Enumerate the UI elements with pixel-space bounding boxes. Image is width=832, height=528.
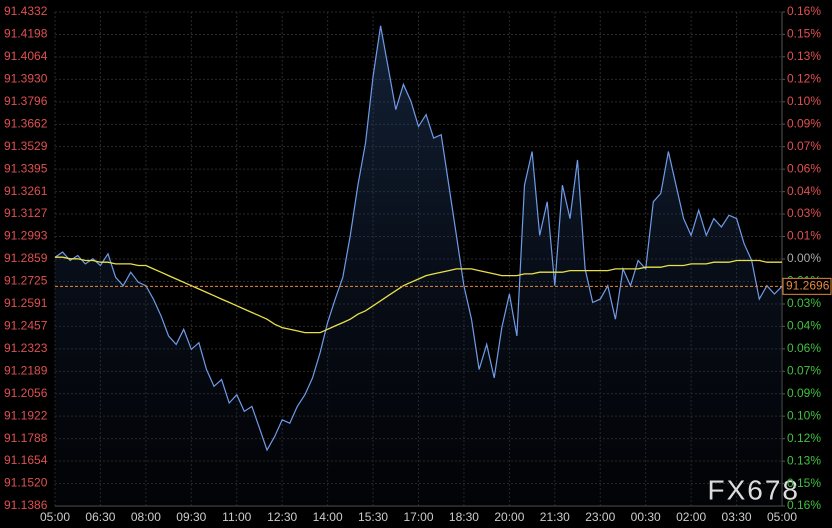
y2-tick-label: 0.15% <box>787 476 821 490</box>
y-tick-label: 91.2591 <box>4 296 48 310</box>
y2-tick-label: 0.06% <box>787 341 821 355</box>
y-tick-label: 91.4064 <box>4 49 48 63</box>
x-tick-label: 05:00 <box>767 510 797 524</box>
y-tick-label: 91.1788 <box>4 431 48 445</box>
y2-tick-label: 0.10% <box>787 94 821 108</box>
y-tick-label: 91.4332 <box>4 4 48 18</box>
y-tick-label: 91.3261 <box>4 184 48 198</box>
x-tick-label: 03:30 <box>722 510 752 524</box>
y-tick-label: 91.4198 <box>4 27 48 41</box>
y-tick-label: 91.3529 <box>4 139 48 153</box>
y2-tick-label: 0.15% <box>787 27 821 41</box>
y2-tick-label: 0.07% <box>787 139 821 153</box>
y2-tick-label: 0.12% <box>787 72 821 86</box>
price-area <box>55 25 782 507</box>
x-tick-label: 18:30 <box>449 510 479 524</box>
x-tick-label: 23:00 <box>585 510 615 524</box>
y2-tick-label: 0.07% <box>787 364 821 378</box>
y-tick-label: 91.2056 <box>4 386 48 400</box>
y-tick-label: 91.3930 <box>4 72 48 86</box>
y2-tick-label: 0.10% <box>787 408 821 422</box>
x-tick-label: 14:00 <box>313 510 343 524</box>
y-tick-label: 91.1922 <box>4 408 48 422</box>
y2-tick-label: 0.04% <box>787 184 821 198</box>
y2-tick-label: 0.03% <box>787 206 821 220</box>
x-tick-label: 06:30 <box>85 510 115 524</box>
x-tick-label: 00:30 <box>631 510 661 524</box>
x-tick-label: 12:30 <box>267 510 297 524</box>
x-tick-label: 02:00 <box>676 510 706 524</box>
watermark: FX678 <box>708 474 801 505</box>
y2-tick-label: 0.13% <box>787 453 821 467</box>
y2-tick-label: 0.00% <box>787 251 821 265</box>
y2-tick-label: 0.09% <box>787 386 821 400</box>
last-price-label: 91.2696 <box>786 279 830 293</box>
y2-tick-label: 0.16% <box>787 498 821 512</box>
y-tick-label: 91.2457 <box>4 319 48 333</box>
y-tick-label: 91.3796 <box>4 94 48 108</box>
y-tick-label: 91.1520 <box>4 476 48 490</box>
y-tick-label: 91.3127 <box>4 206 48 220</box>
y-tick-label: 91.2859 <box>4 251 48 265</box>
x-tick-label: 20:00 <box>494 510 524 524</box>
price-line <box>54 25 783 452</box>
x-tick-label: 15:30 <box>358 510 388 524</box>
x-tick-label: 21:30 <box>540 510 570 524</box>
y-tick-label: 91.2189 <box>4 364 48 378</box>
y2-tick-label: 0.04% <box>787 319 821 333</box>
y2-tick-label: 0.09% <box>787 116 821 130</box>
x-tick-label: 09:30 <box>176 510 206 524</box>
y2-tick-label: 0.01% <box>787 229 821 243</box>
y2-tick-label: 0.13% <box>787 49 821 63</box>
last-price-box <box>782 277 832 295</box>
x-tick-label: 11:00 <box>222 510 251 524</box>
average-line <box>55 256 782 334</box>
y-tick-label: 91.1654 <box>4 453 48 467</box>
y-tick-label: 91.2993 <box>4 229 48 243</box>
x-tick-label: 05:00 <box>40 510 70 524</box>
x-tick-label: 17:00 <box>403 510 433 524</box>
y2-tick-label: 0.06% <box>787 161 821 175</box>
y-tick-label: 91.3662 <box>4 117 48 131</box>
y-tick-label: 91.2323 <box>4 341 48 355</box>
y2-tick-label: 0.03% <box>787 296 821 310</box>
y2-tick-label: 0.12% <box>787 431 821 445</box>
y-tick-label: 91.1386 <box>4 498 48 512</box>
x-tick-label: 08:00 <box>131 510 161 524</box>
y-tick-label: 91.3395 <box>4 161 48 175</box>
y-tick-label: 91.2725 <box>4 274 48 288</box>
y2-tick-label: 0.16% <box>787 4 821 18</box>
